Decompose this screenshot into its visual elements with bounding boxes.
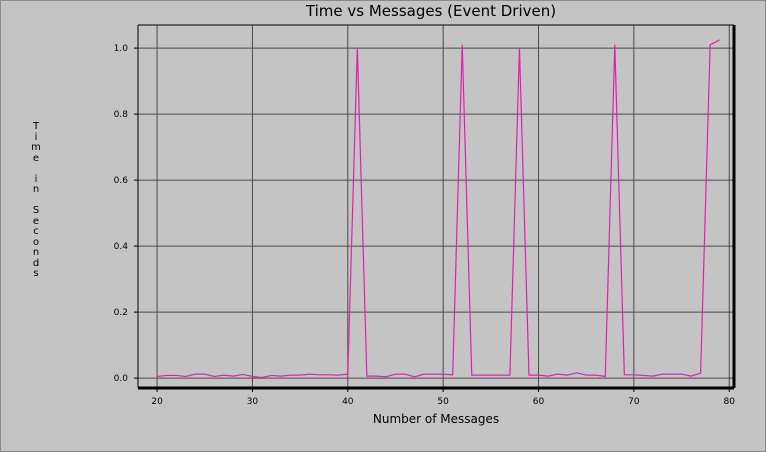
y-axis-label-char: e	[32, 215, 40, 227]
x-tick-label: 20	[151, 397, 163, 407]
y-axis-label-char: d	[32, 257, 40, 269]
chart-title: Time vs Messages (Event Driven)	[305, 2, 557, 20]
y-tick-label: 1.0	[114, 44, 129, 54]
y-axis-label-char: m	[31, 142, 41, 153]
y-axis-label-char: c	[33, 226, 39, 237]
y-axis-label-char: n	[32, 247, 40, 258]
y-tick-label: 0.6	[114, 176, 129, 186]
y-axis-label-char: s	[33, 268, 39, 279]
x-tick-label: 70	[628, 397, 640, 407]
y-axis-label-char: o	[32, 236, 40, 248]
x-tick-label: 50	[437, 397, 449, 407]
x-tick-label: 30	[247, 397, 259, 407]
x-axis-label: Number of Messages	[372, 412, 500, 426]
series-line	[157, 39, 720, 379]
y-tick-label: 0.0	[114, 374, 129, 384]
tick-labels: 20 30 40 50 60 70 80 0.0 0.2 0.4 0.6 0.8 1.0	[114, 44, 736, 407]
y-axis-label-char: i	[34, 131, 38, 143]
y-tick-label: 0.8	[114, 110, 129, 120]
y-axis-label-char: i	[34, 173, 38, 185]
y-axis-label-char: n	[32, 184, 40, 195]
axes	[134, 24, 736, 392]
series-layer	[157, 39, 720, 379]
x-tick-label: 60	[533, 397, 545, 407]
y-tick-label: 0.2	[114, 308, 128, 318]
grid	[138, 25, 734, 388]
x-tick-label: 40	[342, 397, 354, 407]
y-tick-label: 0.4	[114, 242, 129, 252]
y-axis-label-char: T	[32, 121, 40, 132]
y-axis-label-char: S	[32, 205, 40, 216]
x-tick-label: 80	[724, 397, 736, 407]
y-axis-label-char: e	[32, 152, 40, 164]
